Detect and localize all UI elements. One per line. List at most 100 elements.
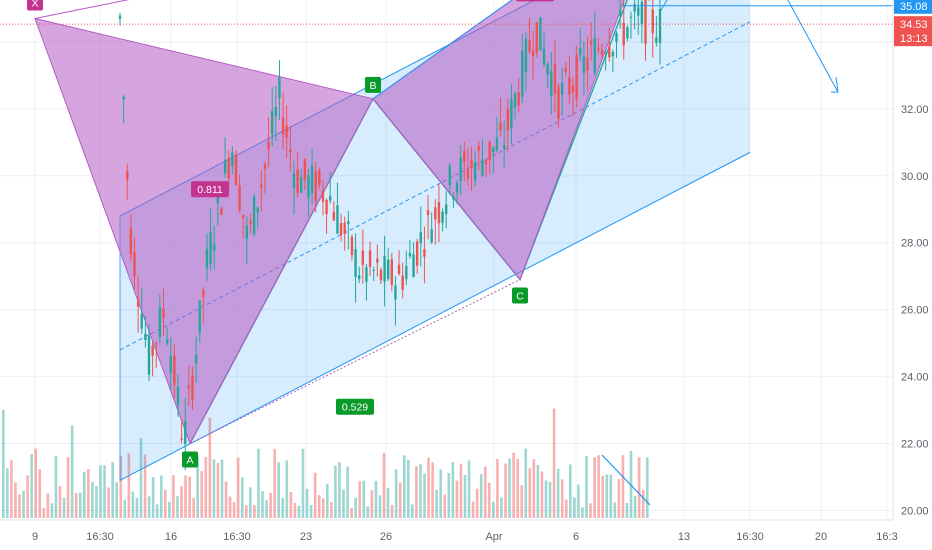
volume-bar [245, 505, 248, 518]
volume-bar [168, 501, 171, 518]
candle-body [194, 354, 198, 364]
volume-bar [180, 486, 183, 518]
candle-body [604, 56, 607, 58]
volume-bar [536, 464, 540, 518]
volume-bar [330, 502, 333, 518]
volume-bar [232, 502, 236, 518]
volume-bar [143, 454, 147, 518]
candle-body [633, 4, 636, 12]
candle-body [651, 9, 654, 34]
candle-body [234, 154, 238, 186]
volume-bar [2, 409, 5, 518]
volume-bar [289, 491, 293, 518]
x-tick-label: 20 [815, 531, 827, 543]
price-levels[interactable] [0, 0, 893, 25]
candle-body [296, 169, 299, 193]
volume-bar [155, 504, 159, 518]
candle-body [307, 175, 310, 198]
candle-body [437, 202, 441, 224]
volume-bar [625, 503, 629, 518]
candle-body [256, 207, 259, 213]
volume-bar [220, 459, 224, 518]
volume-bar [74, 493, 78, 518]
candle-body [412, 254, 415, 278]
candle-body [394, 285, 397, 300]
y-tick-label: 22.00 [901, 439, 929, 451]
volume-bar [269, 492, 272, 518]
volume-bar [184, 475, 187, 518]
volume-bar [14, 482, 17, 518]
x-tick-label: 16:30 [736, 531, 764, 543]
volume-bar [500, 497, 503, 518]
svg-text:34.53: 34.53 [900, 19, 928, 31]
volume-bar [127, 453, 131, 518]
candle-body [553, 64, 557, 95]
volume-bar [512, 452, 515, 518]
volume-bar [560, 479, 564, 518]
volume-bar [382, 452, 386, 518]
candle-body [118, 15, 122, 19]
candle-body [535, 22, 538, 53]
volume-bar [305, 488, 309, 518]
candle-body [546, 64, 549, 75]
candle-body [336, 205, 339, 234]
candle-body [492, 147, 495, 153]
volume-bar [115, 482, 118, 518]
svg-text:C: C [516, 291, 524, 303]
volume-bar [451, 461, 455, 518]
candle-body [303, 159, 307, 180]
volume-bar [301, 448, 305, 518]
y-tick-label: 30.00 [901, 171, 929, 183]
volume-bar [119, 455, 123, 518]
candle-body [386, 259, 390, 280]
candle-body [658, 9, 662, 44]
candle-body [318, 169, 321, 185]
volume-bar [172, 475, 175, 518]
volume-bar [273, 448, 276, 518]
volume-bar [164, 489, 167, 518]
volume-bar [641, 489, 645, 518]
volume-bar [208, 417, 212, 518]
price-axis[interactable]: 20.0022.0024.0026.0028.0030.0032.0034.00… [892, 0, 932, 520]
volume-bar [249, 487, 252, 518]
volume-bar [573, 497, 576, 518]
candle-body [162, 308, 165, 319]
volume-bar [224, 481, 228, 518]
candle-body [589, 40, 593, 45]
volume-bar [532, 459, 536, 518]
volume-bar [370, 490, 374, 518]
candle-body [252, 196, 256, 235]
candle-body [524, 38, 528, 73]
harmonic-pattern[interactable] [34, 0, 665, 445]
candle-body [430, 228, 433, 243]
volume-bar [423, 473, 426, 518]
volume-bar [281, 497, 285, 518]
volume-bar [212, 459, 216, 518]
candle-body [415, 241, 419, 266]
volume-bar [285, 460, 289, 518]
volume-bar [58, 485, 62, 518]
candle-body [281, 117, 285, 135]
ratio-bcd-b: 2.093 [516, 0, 554, 2]
candle-body [655, 37, 658, 43]
candle-body [144, 333, 147, 341]
time-axis[interactable]: 9 16:30 16 16:30 23 26 Apr 6 13 16:30 20 16:3 [0, 519, 898, 543]
price-level-tag: 35.08 [894, 0, 932, 14]
volume-bar [95, 486, 98, 518]
x-tick-label: 9 [32, 531, 38, 543]
candle-body [510, 99, 513, 129]
candle-body [426, 210, 430, 215]
candle-body [528, 40, 531, 52]
candlesticks [118, 0, 662, 471]
volume-bar [483, 466, 487, 518]
volume-bar [415, 466, 418, 518]
candle-body [180, 438, 183, 440]
candle-body [278, 77, 281, 99]
candle-body [213, 244, 216, 251]
volume-bar [123, 499, 127, 518]
candle-body [390, 259, 394, 285]
volume-bar [617, 479, 621, 518]
candle-body [626, 27, 629, 39]
